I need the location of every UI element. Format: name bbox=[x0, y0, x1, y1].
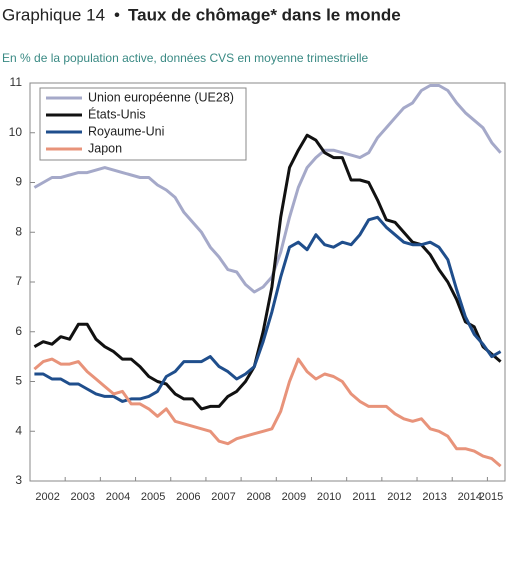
x-tick-label: 2015 bbox=[479, 491, 503, 503]
legend-label: Japon bbox=[88, 141, 122, 155]
x-tick-label: 2008 bbox=[246, 491, 270, 503]
y-tick-label: 11 bbox=[10, 75, 23, 89]
x-tick-label: 2005 bbox=[141, 491, 165, 503]
x-tick-label: 2002 bbox=[35, 491, 59, 503]
title-bullet: • bbox=[114, 5, 120, 24]
x-tick-label: 2006 bbox=[176, 491, 200, 503]
chart-subtitle: En % de la population active, données CV… bbox=[2, 51, 369, 65]
x-tick-label: 2007 bbox=[211, 491, 235, 503]
x-tick-label: 2003 bbox=[71, 491, 95, 503]
x-tick-label: 2010 bbox=[317, 491, 341, 503]
y-tick-label: 4 bbox=[15, 423, 22, 437]
x-tick-label: 2013 bbox=[422, 491, 446, 503]
chart-title-label: Graphique 14 bbox=[2, 5, 105, 24]
y-tick-label: 10 bbox=[9, 125, 23, 139]
series-line bbox=[33, 84, 502, 294]
x-tick-label: 2012 bbox=[387, 491, 411, 503]
y-tick-label: 3 bbox=[15, 473, 22, 487]
y-tick-label: 5 bbox=[15, 374, 22, 388]
y-tick-label: 8 bbox=[15, 224, 22, 238]
y-tick-label: 6 bbox=[15, 324, 22, 338]
legend-label: États-Unis bbox=[88, 106, 146, 121]
x-tick-label: 2004 bbox=[106, 491, 130, 503]
series-line bbox=[33, 133, 502, 411]
series-line bbox=[33, 357, 502, 468]
series-line bbox=[34, 215, 502, 403]
x-tick-label: 2011 bbox=[352, 491, 376, 503]
x-tick-label: 2009 bbox=[282, 491, 306, 503]
legend-label: Union européenne (UE28) bbox=[88, 90, 234, 104]
chart-title: Taux de chômage* dans le monde bbox=[128, 5, 401, 24]
legend-label: Royaume-Uni bbox=[88, 124, 164, 138]
x-tick-label: 2014 bbox=[458, 491, 482, 503]
y-tick-label: 7 bbox=[15, 274, 22, 288]
y-tick-label: 9 bbox=[15, 175, 22, 189]
